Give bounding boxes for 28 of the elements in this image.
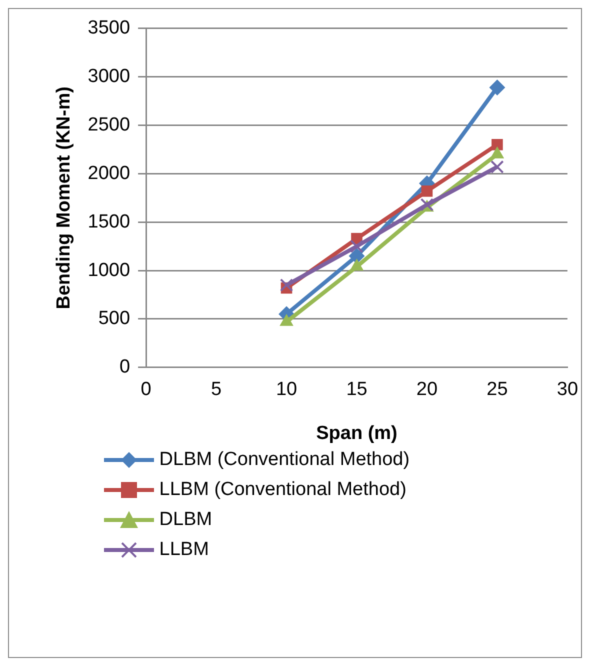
x-tick-label: 25 (486, 379, 508, 400)
point (280, 278, 294, 292)
y-tick-label: 0 (119, 356, 130, 378)
x-axis-title: Span (m) (316, 422, 398, 444)
point (489, 79, 506, 96)
x-tick-label: 30 (556, 379, 578, 400)
y-tick-label: 1500 (88, 211, 130, 232)
y-tick-label: 2000 (88, 162, 130, 184)
point (490, 160, 504, 174)
point (492, 138, 503, 150)
y-tick-label: 500 (98, 308, 130, 330)
x-tick-label: 20 (416, 379, 438, 400)
legend-label: LLBM (159, 539, 209, 560)
x-tick-label: 0 (140, 379, 152, 400)
x-tick-label: 10 (276, 379, 298, 400)
point (348, 248, 365, 264)
legend-label: DLBM (Conventional Method) (159, 449, 410, 470)
point (350, 240, 364, 253)
y-tick-label: 1000 (88, 260, 130, 281)
legend-label: DLBM (159, 509, 212, 530)
legend-label: LLBM (Conventional Method) (159, 479, 406, 500)
point (421, 185, 433, 197)
y-tick-label: 3500 (88, 18, 130, 39)
x-tick-label: 15 (346, 379, 368, 400)
y-tick-label: 2500 (88, 114, 130, 136)
x-tick-label: 5 (211, 379, 222, 400)
y-tick-label: 3000 (88, 66, 130, 88)
y-axis-title: Bending Moment (KN-m) (54, 86, 75, 310)
